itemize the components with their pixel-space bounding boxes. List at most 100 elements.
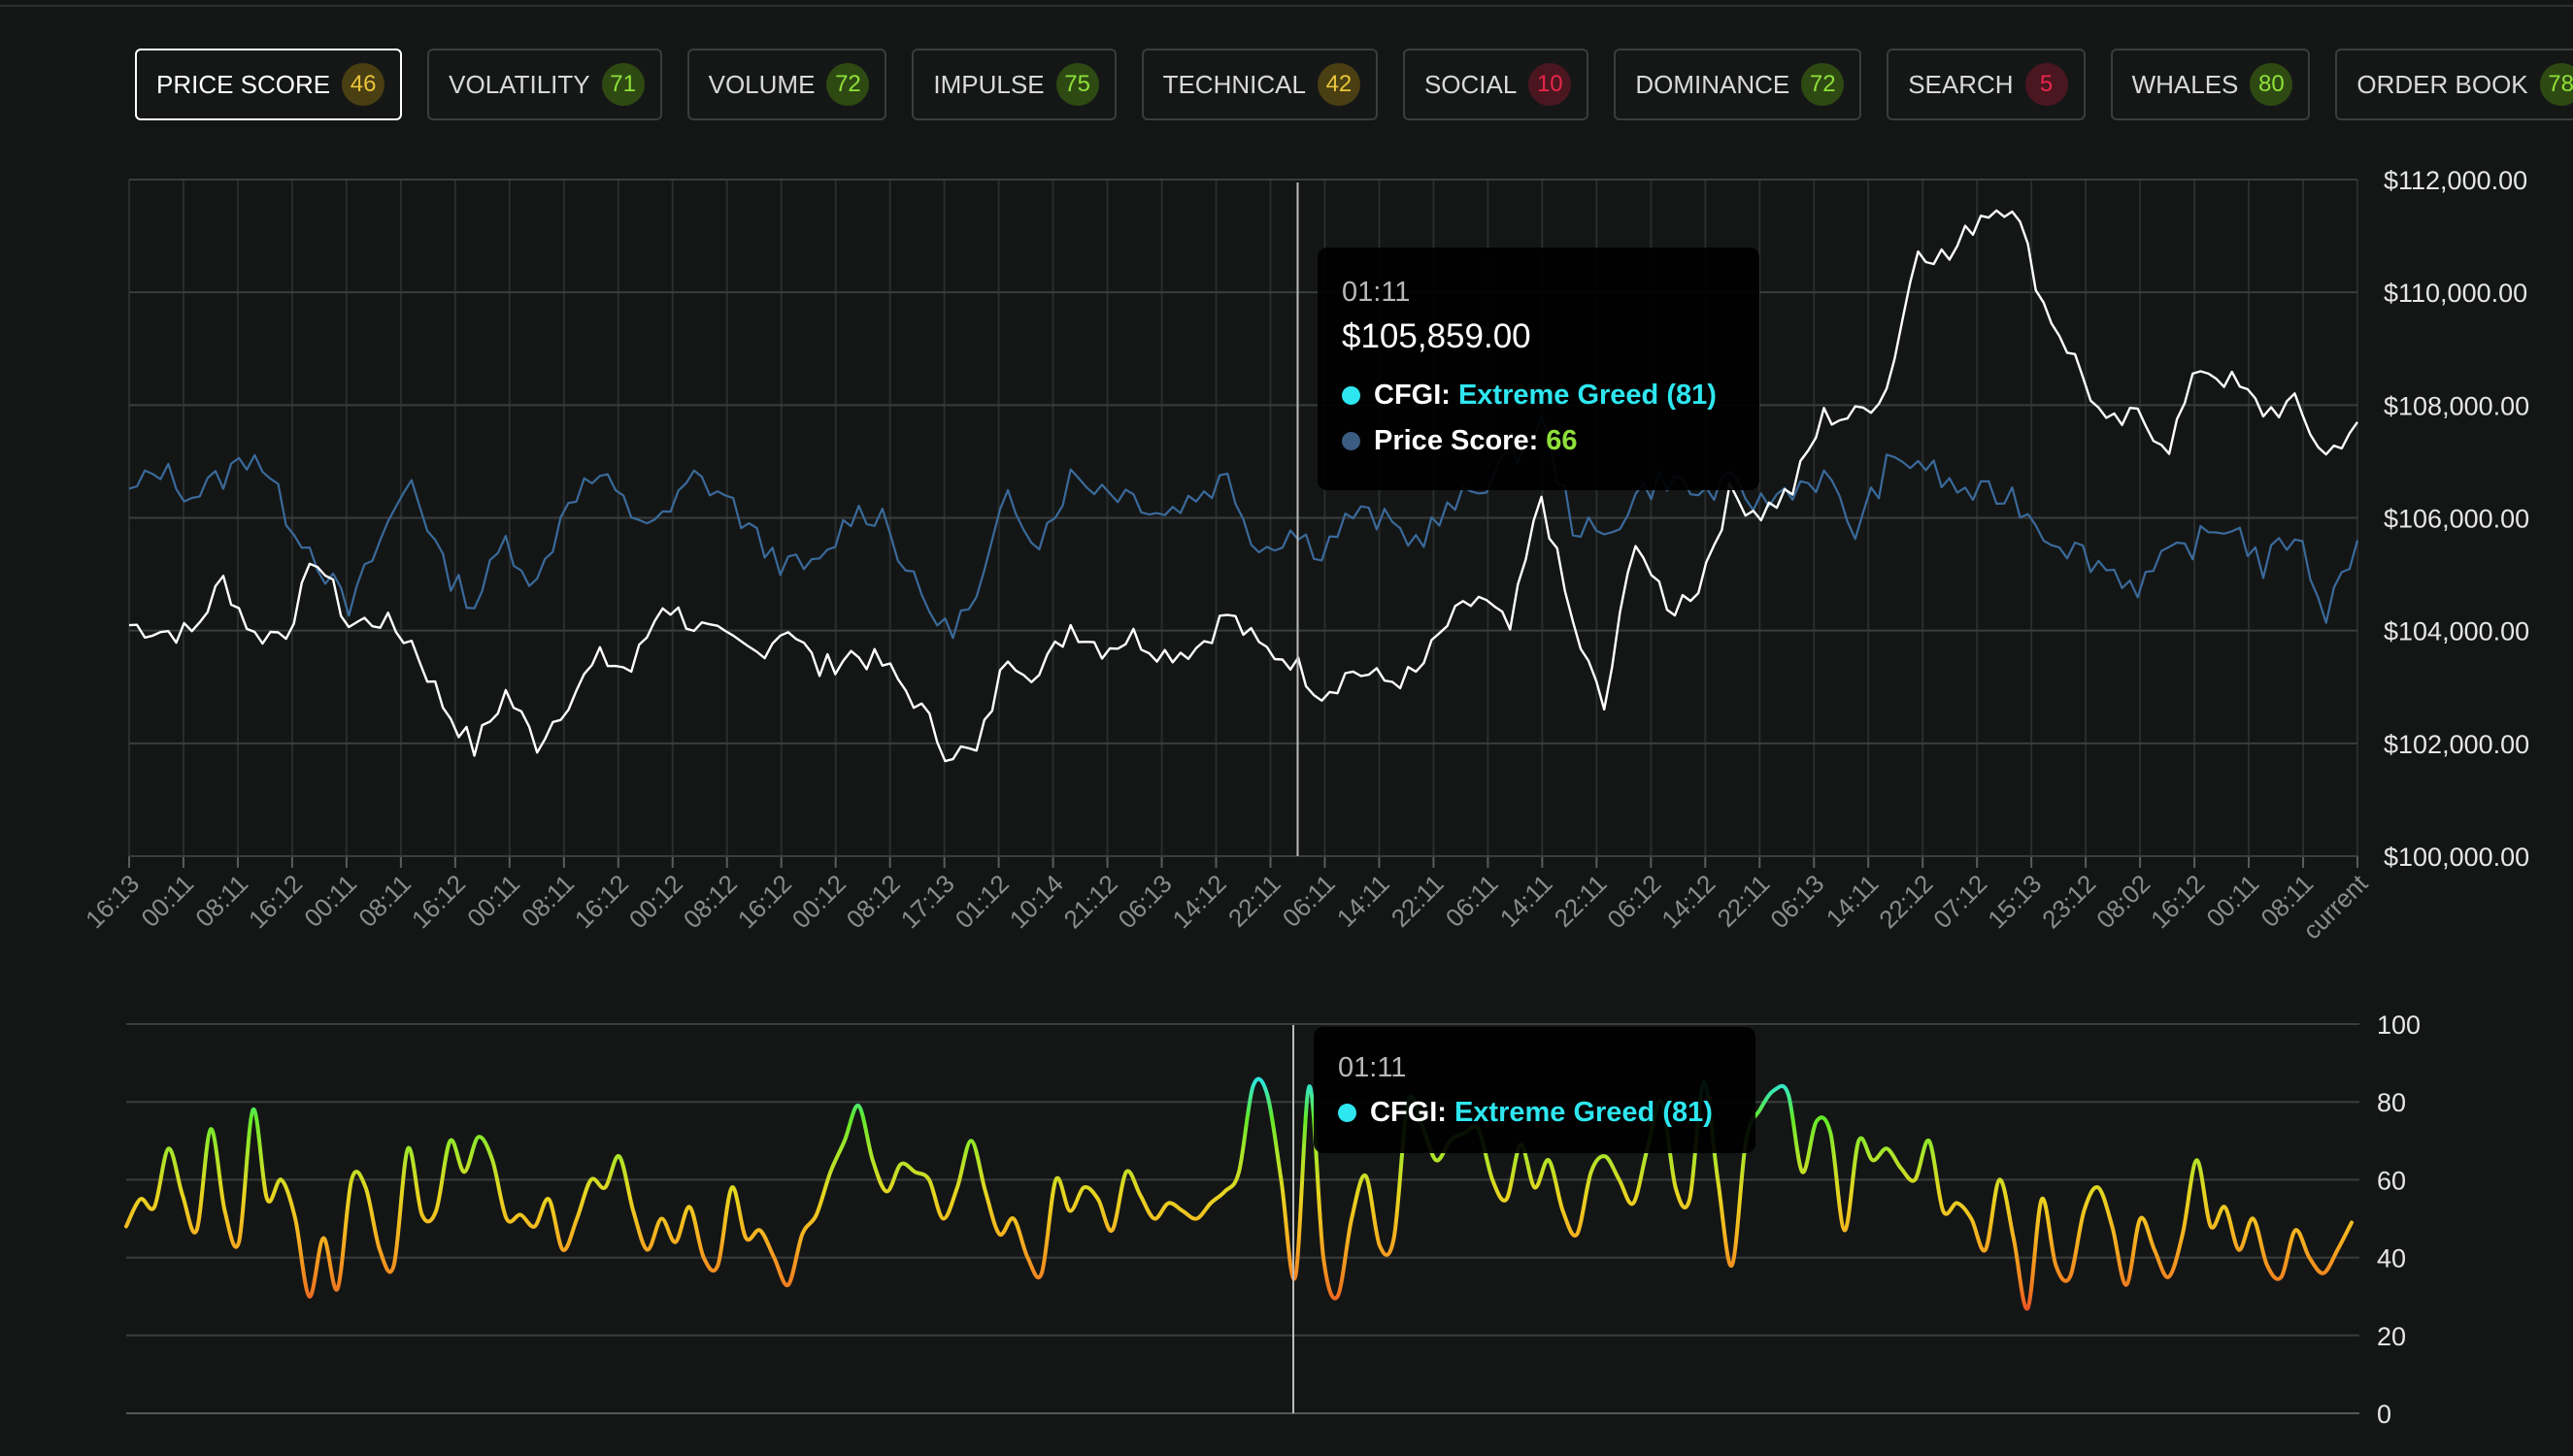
tab-technical[interactable]: TECHNICAL 42 (1141, 49, 1378, 120)
x-tick-label: 22:12 (1873, 869, 1938, 934)
x-tick-label: 08:11 (189, 869, 253, 933)
tab-label: DOMINANCE (1635, 69, 1790, 99)
tooltip-score-row: Price Score: 66 (1342, 425, 1578, 457)
x-tick-label: 08:11 (352, 869, 417, 933)
y-tick-label: 0 (2377, 1400, 2391, 1429)
tab-label: SEARCH (1908, 69, 2014, 99)
tooltip-price: $105,859.00 (1342, 317, 1531, 355)
grid (128, 179, 2358, 868)
x-tick-label: 16:12 (2145, 869, 2210, 934)
price-chart[interactable]: $100,000.00 $102,000.00 $104,000.00 $106,00… (0, 146, 2573, 990)
tab-score-badge: 46 (342, 63, 385, 106)
tab-label: WHALES (2131, 69, 2239, 99)
cfgi-tooltip: 01:11 CFGI: Extreme Greed (81) (1314, 1027, 1755, 1153)
tab-score-badge: 72 (826, 63, 870, 106)
cfgi-tooltip-row: CFGI: Extreme Greed (81) (1338, 1097, 1713, 1129)
tooltip-cfgi-key: CFGI: (1374, 380, 1451, 411)
tab-score-badge: 80 (2250, 63, 2293, 106)
price-tooltip: 01:11 $105,859.00 CFGI: Extreme Greed (8… (1318, 248, 1759, 490)
tab-score-badge: 5 (2024, 63, 2068, 106)
tab-order-book[interactable]: ORDER BOOK 78 (2335, 49, 2573, 120)
y-tick-label: $104,000.00 (2384, 617, 2529, 646)
tooltip-cfgi-row: CFGI: Extreme Greed (81) (1342, 380, 1717, 412)
tab-label: IMPULSE (933, 69, 1045, 99)
cfgi-series-line (124, 1076, 2354, 1310)
x-tick-label: 00:12 (623, 869, 688, 934)
cfgi-tooltip-value: Extreme Greed (81) (1454, 1097, 1713, 1128)
y-tick-label: 60 (2377, 1166, 2406, 1195)
x-tick-label: 23:12 (2036, 869, 2101, 934)
x-tick-label: 22:11 (1549, 869, 1613, 933)
tab-label: VOLATILITY (449, 69, 590, 99)
cfgi-tooltip-key: CFGI: (1370, 1097, 1447, 1128)
x-tick-label: 06:11 (1277, 869, 1341, 933)
tab-score-badge: 78 (2539, 63, 2573, 106)
tab-label: TECHNICAL (1162, 69, 1306, 99)
top-divider (0, 5, 2573, 7)
tooltip-score-key: Price Score: (1374, 425, 1539, 456)
tab-label: ORDER BOOK (2356, 69, 2528, 99)
price-score-series-line (128, 414, 2359, 640)
tab-volume[interactable]: VOLUME 72 (686, 49, 887, 120)
score-dot-icon (1342, 432, 1360, 450)
x-tick-label: 14:11 (1821, 869, 1885, 933)
tab-score-badge: 72 (1801, 63, 1845, 106)
tab-whales[interactable]: WHALES 80 (2110, 49, 2311, 120)
x-tick-label: 15:13 (1982, 869, 2047, 934)
y-tick-label: 20 (2377, 1322, 2406, 1351)
x-tick-label: 00:11 (2200, 869, 2264, 933)
x-tick-label: 07:12 (1927, 869, 1992, 934)
x-tick-label: 16:12 (732, 869, 797, 934)
x-tick-label: 22:11 (1222, 869, 1286, 933)
tab-score-badge: 75 (1055, 63, 1099, 106)
x-tick-label: 08:11 (516, 869, 580, 933)
x-tick-label: 01:12 (950, 869, 1015, 934)
y-tick-label: $112,000.00 (2384, 166, 2527, 195)
x-tick-label: 16:12 (406, 869, 471, 934)
x-tick-label: 14:12 (1167, 869, 1232, 934)
cfgi-tooltip-time: 01:11 (1338, 1052, 1407, 1083)
tab-search[interactable]: SEARCH 5 (1887, 49, 2086, 120)
y-tick-label: 40 (2377, 1244, 2406, 1274)
tab-label: SOCIAL (1423, 69, 1518, 99)
x-tick-label: 16:13 (80, 869, 145, 934)
tab-impulse[interactable]: IMPULSE 75 (912, 49, 1117, 120)
cfgi-dot-icon (1342, 386, 1360, 405)
x-tick-label: 14:11 (1331, 869, 1395, 933)
tab-dominance[interactable]: DOMINANCE 72 (1614, 49, 1862, 120)
y-tick-label: $102,000.00 (2384, 730, 2529, 759)
x-tick-label: 10:14 (1004, 869, 1069, 934)
x-tick-label: 22:11 (1386, 869, 1450, 933)
x-tick-label: 14:11 (1494, 869, 1558, 933)
tab-score-badge: 10 (1528, 63, 1572, 106)
tooltip-score-value: 66 (1546, 425, 1578, 456)
x-tick-label: 08:02 (2090, 869, 2155, 934)
x-tick-label: 14:12 (1655, 869, 1721, 934)
x-tick-label: 16:12 (569, 869, 634, 934)
x-tick-label: 00:11 (461, 869, 525, 933)
x-tick-label: 06:13 (1113, 869, 1178, 934)
x-tick-label: 21:12 (1058, 869, 1123, 934)
x-tick-label: 00:11 (298, 869, 362, 933)
tab-price-score[interactable]: PRICE SCORE 46 (135, 49, 403, 120)
tab-social[interactable]: SOCIAL 10 (1402, 49, 1589, 120)
x-tick-label: 17:13 (895, 869, 960, 934)
y-tick-label: 100 (2377, 1010, 2421, 1040)
tooltip-time: 01:11 (1342, 277, 1411, 308)
y-tick-label: $100,000.00 (2384, 843, 2529, 872)
tooltip-cfgi-value: Extreme Greed (81) (1457, 380, 1717, 411)
y-tick-label: 80 (2377, 1088, 2406, 1117)
tab-score-badge: 71 (601, 63, 645, 106)
y-tick-label: $106,000.00 (2384, 505, 2529, 534)
x-tick-label: 06:12 (1601, 869, 1666, 934)
tab-volatility[interactable]: VOLATILITY 71 (427, 49, 662, 120)
x-tick-label: 16:12 (243, 869, 308, 934)
price-series-line (128, 209, 2358, 763)
x-tick-label: 00:12 (786, 869, 852, 934)
x-tick-label: 06:11 (1440, 869, 1504, 933)
x-tick-label: 08:12 (678, 869, 743, 934)
cfgi-chart[interactable]: 0 20 40 60 80 100 (0, 990, 2573, 1456)
x-tick-label: 08:12 (841, 869, 906, 934)
tab-label: VOLUME (708, 69, 816, 99)
cfgi-dot-icon (1338, 1104, 1356, 1122)
